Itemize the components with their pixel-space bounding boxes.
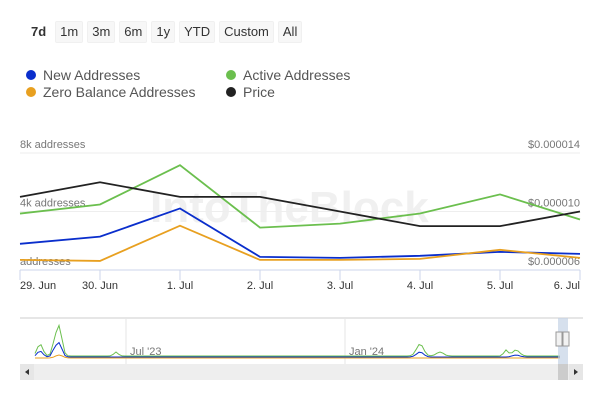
legend: New Addresses Active Addresses Zero Balanc… (26, 66, 426, 100)
series-line-new-addresses[interactable] (19, 207, 581, 259)
legend-item[interactable]: Price (226, 83, 426, 100)
navigator-handle-right[interactable] (562, 331, 570, 347)
series-line-price[interactable] (19, 181, 581, 228)
navigator-series (34, 341, 560, 358)
range-button-ytd[interactable]: YTD (179, 21, 216, 43)
range-button-6m[interactable]: 6m (119, 21, 148, 43)
series-line-zero-balance-addresses[interactable] (19, 224, 581, 262)
navigator-handle-left[interactable] (555, 331, 563, 347)
right-axis-label: $0.000006 (528, 256, 580, 268)
legend-item[interactable]: New Addresses (26, 66, 226, 83)
left-axis-label: 8k addresses (20, 139, 86, 151)
arrow-right-icon (574, 369, 578, 375)
range-button-1y[interactable]: 1y (151, 21, 176, 43)
range-button-custom[interactable]: Custom (219, 21, 274, 43)
range-button-3m[interactable]: 3m (87, 21, 116, 43)
x-tick-label: 2. Jul (247, 280, 273, 292)
legend-dot-icon (226, 69, 236, 80)
x-tick-label: 4. Jul (407, 280, 433, 292)
series-line-active-addresses[interactable] (19, 164, 581, 229)
navigator-series (35, 354, 560, 359)
navigator[interactable]: Jul '23 Jan '24 (20, 317, 583, 380)
legend-label: Active Addresses (243, 66, 351, 83)
range-button-1m[interactable]: 1m (55, 21, 84, 43)
right-axis-label: $0.000010 (528, 198, 580, 210)
x-tick-label: 29. Jun (20, 280, 56, 292)
range-button-all[interactable]: All (277, 21, 303, 43)
left-axis-label: addresses (20, 256, 71, 268)
legend-dot-icon (26, 86, 36, 97)
legend-item[interactable]: Zero Balance Addresses (26, 83, 226, 100)
navigator-label: Jan '24 (349, 346, 384, 358)
range-button-7d[interactable]: 7d (26, 21, 52, 43)
range-selector: 7d 1m 3m 6m 1y YTD Custom All (26, 21, 303, 43)
legend-dot-icon (26, 69, 36, 80)
x-tick-label: 5. Jul (487, 280, 513, 292)
right-axis-label: $0.000014 (528, 139, 580, 151)
x-tick-label: 6. Jul (554, 280, 580, 292)
legend-item[interactable]: Active Addresses (226, 66, 426, 83)
legend-label: Price (243, 83, 275, 100)
scrollbar-track[interactable] (20, 364, 583, 380)
x-tick-label: 30. Jun (82, 280, 118, 292)
navigator-label: Jul '23 (130, 346, 161, 358)
x-tick-label: 1. Jul (167, 280, 193, 292)
legend-label: Zero Balance Addresses (43, 83, 196, 100)
navigator-series (34, 323, 560, 357)
left-axis-label: 4k addresses (20, 198, 86, 210)
watermark: IntoTheBlock (150, 183, 429, 232)
scrollbar-thumb[interactable] (558, 364, 568, 380)
x-tick-label: 3. Jul (327, 280, 353, 292)
legend-dot-icon (226, 86, 236, 97)
arrow-left-icon (25, 369, 29, 375)
legend-label: New Addresses (43, 66, 141, 83)
